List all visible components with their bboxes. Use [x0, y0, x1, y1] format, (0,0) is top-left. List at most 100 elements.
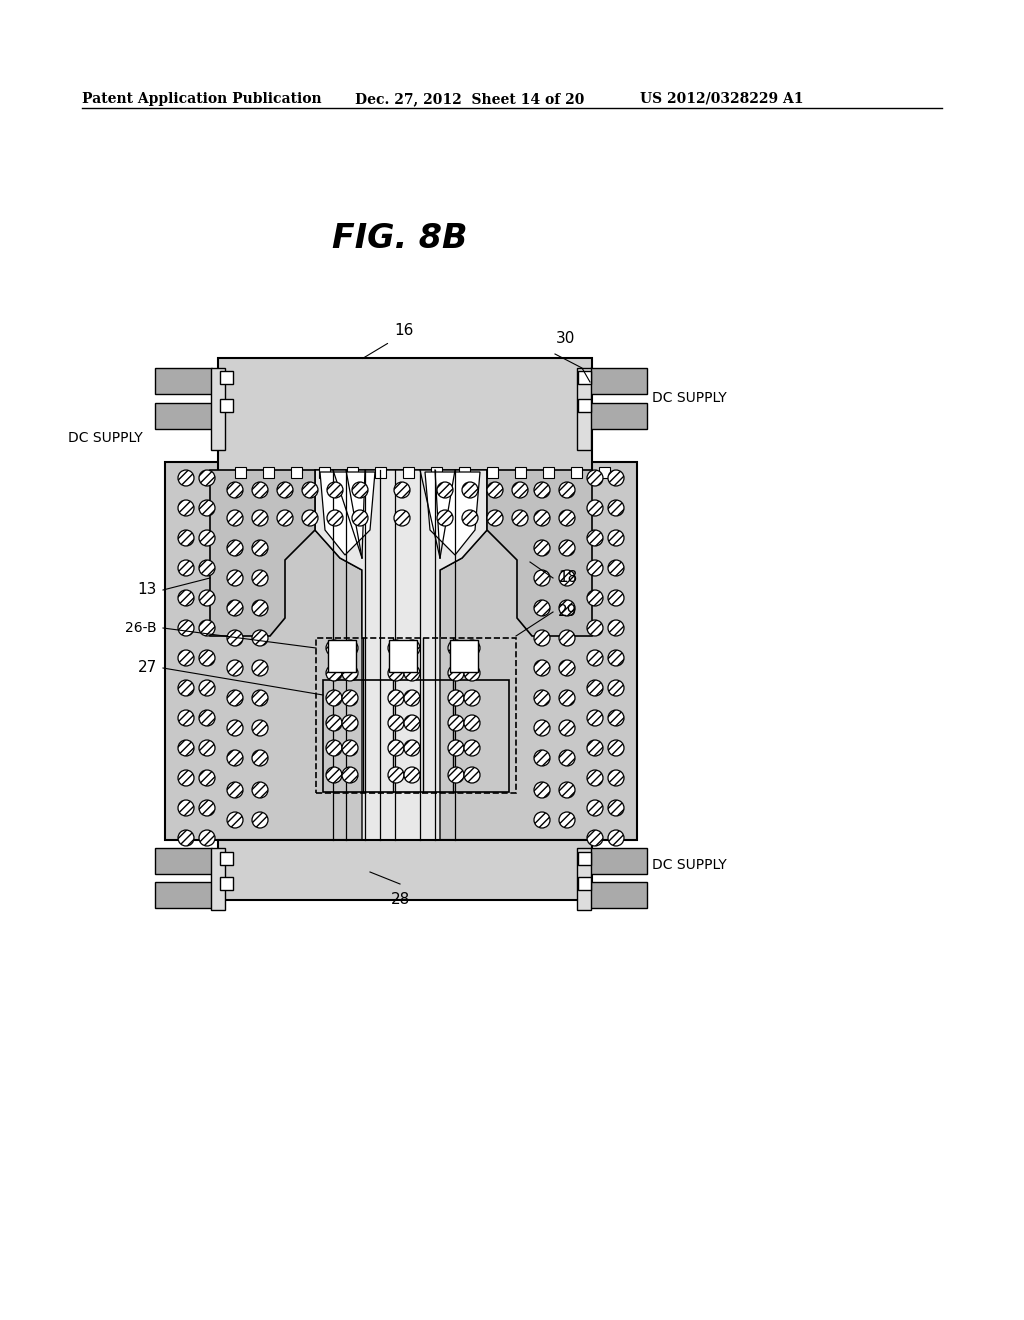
Polygon shape: [315, 470, 487, 840]
Circle shape: [199, 680, 215, 696]
Text: 29: 29: [558, 605, 578, 619]
Circle shape: [587, 830, 603, 846]
Polygon shape: [487, 470, 592, 636]
Circle shape: [559, 660, 575, 676]
Bar: [578, 851, 591, 865]
Circle shape: [404, 715, 420, 731]
Circle shape: [388, 640, 404, 656]
Circle shape: [534, 601, 550, 616]
Text: 28: 28: [390, 892, 410, 907]
Circle shape: [352, 510, 368, 525]
Circle shape: [464, 640, 480, 656]
Circle shape: [404, 665, 420, 681]
Circle shape: [326, 741, 342, 756]
Circle shape: [449, 715, 464, 731]
Bar: [155, 882, 212, 908]
Circle shape: [342, 665, 358, 681]
Circle shape: [437, 510, 453, 525]
Text: 26-B: 26-B: [125, 620, 157, 635]
Circle shape: [178, 710, 194, 726]
Text: Patent Application Publication: Patent Application Publication: [82, 92, 322, 106]
Circle shape: [404, 640, 420, 656]
Circle shape: [227, 812, 243, 828]
Circle shape: [559, 540, 575, 556]
Circle shape: [534, 750, 550, 766]
Circle shape: [342, 690, 358, 706]
Circle shape: [227, 510, 243, 525]
Circle shape: [327, 482, 343, 498]
Circle shape: [487, 510, 503, 525]
Circle shape: [199, 741, 215, 756]
Circle shape: [199, 649, 215, 667]
Circle shape: [278, 510, 293, 525]
Circle shape: [512, 482, 528, 498]
Polygon shape: [425, 473, 480, 554]
Circle shape: [608, 800, 624, 816]
Circle shape: [587, 741, 603, 756]
Circle shape: [534, 510, 550, 525]
Circle shape: [559, 750, 575, 766]
Circle shape: [178, 531, 194, 546]
Circle shape: [534, 719, 550, 737]
Circle shape: [342, 767, 358, 783]
Circle shape: [352, 482, 368, 498]
Circle shape: [449, 690, 464, 706]
Text: DC SUPPLY: DC SUPPLY: [652, 391, 727, 405]
Circle shape: [404, 690, 420, 706]
Circle shape: [608, 560, 624, 576]
Circle shape: [534, 482, 550, 498]
Bar: [316, 638, 516, 793]
Circle shape: [388, 665, 404, 681]
Polygon shape: [210, 470, 315, 636]
Text: DC SUPPLY: DC SUPPLY: [68, 432, 142, 445]
Circle shape: [559, 719, 575, 737]
Text: DC SUPPLY: DC SUPPLY: [652, 858, 727, 873]
Circle shape: [252, 660, 268, 676]
Circle shape: [252, 570, 268, 586]
Circle shape: [227, 482, 243, 498]
Bar: [211, 847, 225, 909]
Circle shape: [608, 620, 624, 636]
Bar: [211, 368, 225, 450]
Circle shape: [608, 770, 624, 785]
Circle shape: [534, 690, 550, 706]
Bar: [459, 467, 470, 478]
Circle shape: [449, 640, 464, 656]
Polygon shape: [315, 470, 487, 636]
Text: 13: 13: [137, 582, 157, 598]
Circle shape: [437, 482, 453, 498]
Circle shape: [608, 649, 624, 667]
Circle shape: [608, 590, 624, 606]
Bar: [590, 403, 647, 429]
Circle shape: [178, 500, 194, 516]
Circle shape: [252, 750, 268, 766]
Circle shape: [199, 590, 215, 606]
Text: 27: 27: [138, 660, 157, 676]
Circle shape: [587, 680, 603, 696]
Circle shape: [342, 715, 358, 731]
Circle shape: [587, 500, 603, 516]
Circle shape: [388, 741, 404, 756]
Bar: [543, 467, 554, 478]
Circle shape: [326, 715, 342, 731]
Circle shape: [608, 500, 624, 516]
Circle shape: [587, 470, 603, 486]
Circle shape: [302, 482, 318, 498]
Circle shape: [534, 630, 550, 645]
Bar: [263, 467, 274, 478]
Bar: [220, 371, 233, 384]
Circle shape: [587, 770, 603, 785]
Circle shape: [462, 482, 478, 498]
Circle shape: [227, 630, 243, 645]
Circle shape: [252, 510, 268, 525]
Bar: [577, 847, 591, 909]
Circle shape: [559, 781, 575, 799]
Text: 16: 16: [394, 323, 414, 338]
Circle shape: [462, 510, 478, 525]
Circle shape: [326, 665, 342, 681]
Bar: [599, 467, 610, 478]
Circle shape: [342, 640, 358, 656]
Circle shape: [534, 812, 550, 828]
Circle shape: [464, 715, 480, 731]
Circle shape: [464, 767, 480, 783]
